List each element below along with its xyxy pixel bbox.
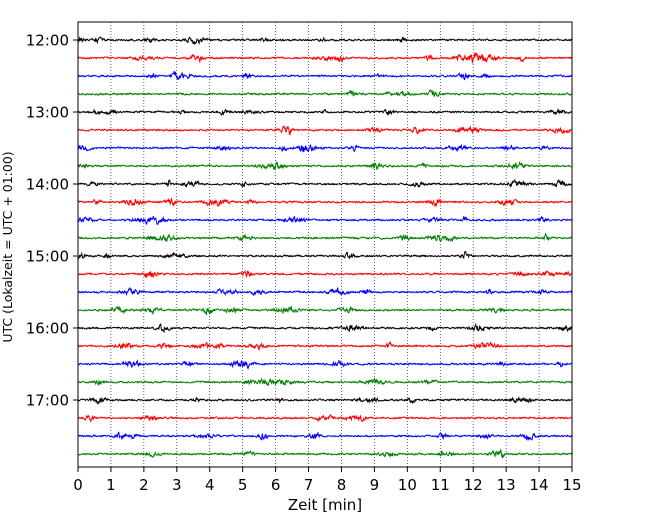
trace-24 [77,448,573,459]
x-tick-label-5: 5 [238,476,248,494]
trace-7 [77,143,573,153]
y-tick-label-17:00: 17:00 [26,392,69,410]
trace-4 [77,89,573,98]
x-axis-ticks: 0 1 2 3 4 5 6 7 8 9 10 11 12 13 14 15 [73,467,582,494]
y-axis-ticks: 12:00 13:00 14:00 15:00 16:00 17:00 [26,32,78,410]
y-tick-label-16:00: 16:00 [26,320,69,338]
x-tick-label-15: 15 [562,476,581,494]
x-tick-label-12: 12 [464,476,483,494]
x-tick-label-0: 0 [73,476,83,494]
trace-9 [77,178,573,189]
x-tick-label-11: 11 [431,476,450,494]
y-axis-title: UTC (Lokalzeit = UTC + 01:00) [0,151,15,342]
seismic-traces [77,36,573,459]
x-tick-label-13: 13 [497,476,516,494]
x-tick-label-2: 2 [139,476,149,494]
trace-15 [77,286,573,297]
trace-10 [77,196,573,208]
x-tick-label-4: 4 [205,476,215,494]
trace-13 [77,250,573,261]
plot-frame [77,21,573,468]
trace-2 [77,52,573,65]
x-tick-label-10: 10 [398,476,417,494]
x-axis-title: Zeit [min] [288,496,362,514]
trace-21 [77,396,573,405]
trace-8 [77,161,573,171]
trace-18 [77,341,573,351]
y-tick-label-13:00: 13:00 [26,104,69,122]
trace-3 [77,70,573,81]
vertical-gridlines [110,22,540,467]
trace-16 [77,305,573,316]
x-tick-label-7: 7 [304,476,314,494]
x-tick-label-3: 3 [172,476,182,494]
x-tick-label-14: 14 [530,476,549,494]
y-tick-label-12:00: 12:00 [26,32,69,50]
trace-12 [77,232,573,243]
x-tick-label-8: 8 [337,476,347,494]
x-tick-label-9: 9 [370,476,380,494]
trace-23 [77,431,573,442]
trace-20 [77,377,573,387]
trace-6 [77,125,573,136]
trace-11 [77,215,573,226]
y-tick-label-14:00: 14:00 [26,176,69,194]
y-tick-label-15:00: 15:00 [26,248,69,266]
trace-19 [77,359,573,370]
trace-17 [77,322,573,333]
trace-1 [77,36,573,46]
plot-background [78,22,572,467]
trace-14 [77,269,573,279]
x-tick-label-6: 6 [271,476,281,494]
trace-22 [77,413,573,423]
trace-5 [77,107,573,116]
x-tick-label-1: 1 [106,476,116,494]
